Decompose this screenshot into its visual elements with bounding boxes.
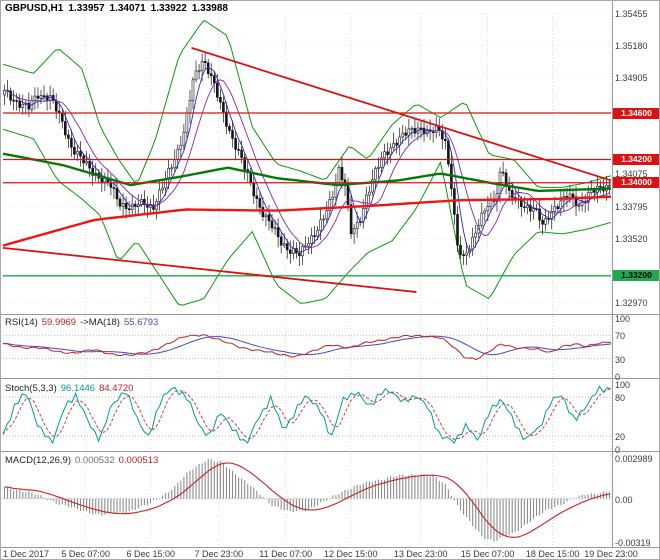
indicator-axis-label: 80 [615,393,626,403]
rsi-value: 59.9969 [41,317,77,328]
macd-signal-value: 0.000513 [118,455,159,466]
indicator-axis-label: 100 [615,314,631,324]
indicator-axis-label: 0.002989 [615,453,653,464]
price-axis-label: 1.33520 [615,233,648,244]
time-axis-label: 12 Dec 15:00 [323,549,378,559]
indicator-axis-label: 0.00 [615,494,633,505]
indicator-axis-label: 0 [615,372,621,382]
price-axis-label: 1.34075 [615,169,648,180]
stoch-name: Stoch(5,3,3) [5,383,57,394]
price-axis-label: 1.32970 [615,297,648,308]
time-axis-label: 18 Dec 15:00 [525,549,580,559]
price-axis-label: 1.34905 [615,72,648,83]
price-level-badge: 1.34200 [613,154,659,165]
price-axis-label: 1.35180 [615,40,648,51]
time-axis-label: 19 Dec 23:00 [584,549,638,559]
macd-name: MACD(12,26,9) [5,455,71,466]
rsi-name: RSI(14) [5,317,38,328]
indicator-axis-label: 0 [615,445,621,455]
symbol-period-label: GBPUSD,H1 [5,3,64,14]
chart-title: GBPUSD,H1 1.33957 1.34071 1.33922 1.33988 [5,3,233,14]
bar-close-value: 1.33988 [191,3,228,14]
stochastic-indicator-label: Stoch(5,3,3) 96.1446 84.4720 [5,383,137,394]
price-axis-label: 1.33795 [615,201,648,212]
indicator-axis-label: 100 [615,380,631,390]
price-level-badge: 1.34000 [613,177,659,189]
macd-main-value: 0.000532 [75,455,115,466]
indicator-axis-label: 20 [615,432,626,442]
time-axis-label: 7 Dec 23:00 [194,549,244,559]
time-axis-label: 1 Dec 2017 [3,549,50,559]
macd-indicator-label: MACD(12,26,9) 0.000532 0.000513 [5,455,162,466]
time-axis-label: 6 Dec 15:00 [126,549,176,559]
rsi-ma-name: ->MA(18) [80,317,120,328]
indicator-axis-label: 70 [615,331,626,342]
rsi-ma-value: 55.6793 [123,317,159,328]
rsi-indicator-label: RSI(14) 59.9969 ->MA(18) 55.6793 [5,317,162,328]
stoch-signal-value: 84.4720 [99,383,134,394]
time-axis-label: 5 Dec 07:00 [61,549,110,559]
bar-high-value: 1.34071 [109,3,146,14]
stoch-main-value: 96.1446 [60,383,96,394]
time-axis-label: 15 Dec 07:00 [460,549,515,559]
price-axis-label: 1.35455 [615,8,648,19]
price-level-badge: 1.33200 [613,270,659,282]
time-axis-label: 11 Dec 07:00 [259,549,313,559]
indicator-axis-label: -0.00319 [615,538,651,549]
indicator-axis-label: 30 [615,354,626,365]
price-level-badge: 1.34600 [613,107,659,119]
bar-open-value: 1.33957 [68,3,105,14]
bar-low-value: 1.33922 [150,3,187,14]
time-axis-label: 13 Dec 23:00 [393,549,448,559]
